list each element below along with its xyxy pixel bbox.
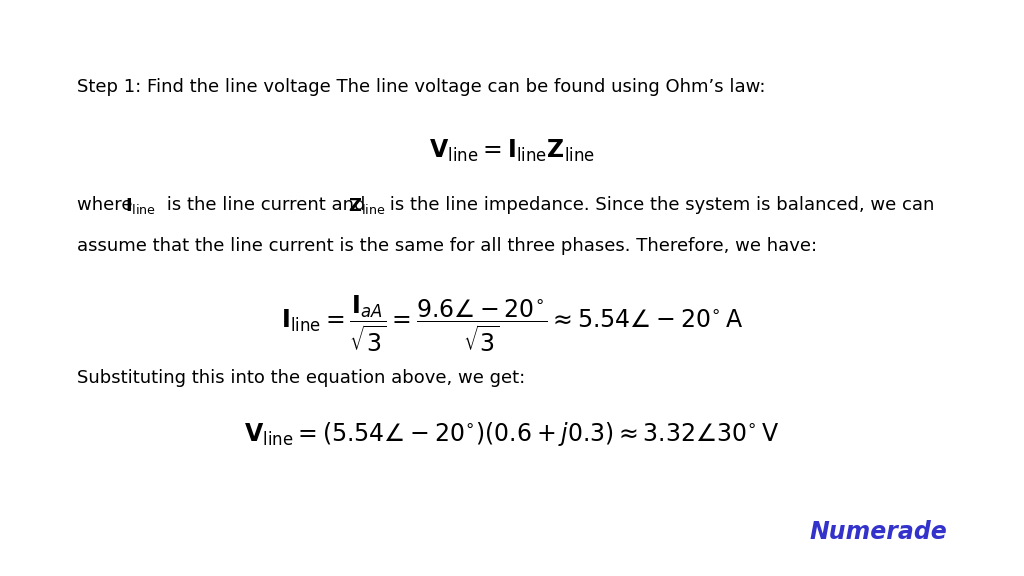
Text: where: where (77, 196, 138, 214)
Text: $\mathbf{I}_{\mathrm{line}}$: $\mathbf{I}_{\mathrm{line}}$ (125, 196, 156, 216)
Text: Step 1: Find the line voltage The line voltage can be found using Ohm’s law:: Step 1: Find the line voltage The line v… (77, 78, 765, 96)
Text: is the line current and: is the line current and (161, 196, 371, 214)
Text: Substituting this into the equation above, we get:: Substituting this into the equation abov… (77, 369, 525, 386)
Text: Numerade: Numerade (809, 520, 947, 544)
Text: is the line impedance. Since the system is balanced, we can: is the line impedance. Since the system … (384, 196, 934, 214)
Text: $\mathbf{I}_{\mathrm{line}} = \dfrac{\mathbf{I}_{aA}}{\sqrt{3}} = \dfrac{9.6\ang: $\mathbf{I}_{\mathrm{line}} = \dfrac{\ma… (281, 294, 743, 354)
Text: assume that the line current is the same for all three phases. Therefore, we hav: assume that the line current is the same… (77, 237, 817, 255)
Text: $\mathbf{V}_{\mathrm{line}} = (5.54\angle -20^{\circ})(0.6 + j0.3) \approx 3.32\: $\mathbf{V}_{\mathrm{line}} = (5.54\angl… (244, 420, 780, 449)
Text: $\mathbf{V}_{\mathrm{line}} = \mathbf{I}_{\mathrm{line}}\mathbf{Z}_{\mathrm{line: $\mathbf{V}_{\mathrm{line}} = \mathbf{I}… (429, 138, 595, 164)
Text: $\mathbf{Z}_{\mathrm{line}}$: $\mathbf{Z}_{\mathrm{line}}$ (348, 196, 386, 216)
